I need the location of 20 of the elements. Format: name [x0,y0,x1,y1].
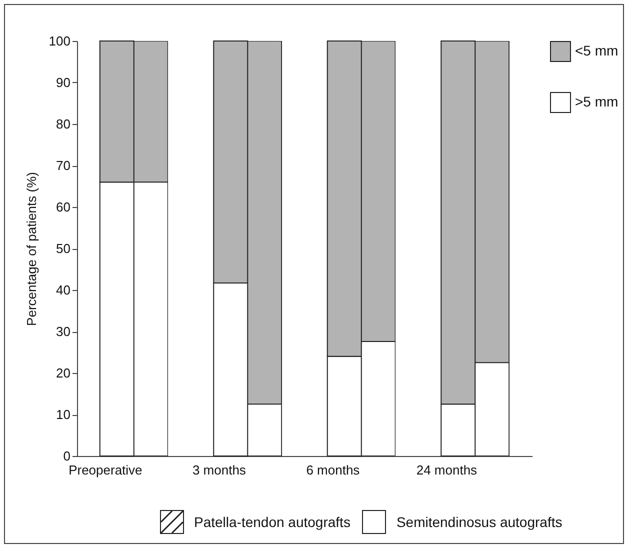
y-tick-label: 20 [56,366,70,380]
y-axis-title: Percentage of patients (%) [24,172,39,326]
y-tick-label: 80 [56,116,70,132]
y-tick-label: 50 [56,241,70,256]
legend-label: <5 mm [575,42,618,58]
y-tick-label: 60 [56,200,70,214]
x-tick-label: 3 months [192,462,246,478]
y-tick-label: 0 [63,448,70,464]
text: Semitendinosus autografts [396,514,562,530]
x-tick-label: 6 months [306,462,360,478]
y-tick-label: 90 [56,75,70,90]
legend-label: >5 mm [575,94,618,110]
y-tick-label: 10 [56,407,70,422]
x-tick-label: 24 months [416,462,478,478]
y-tick-label: 40 [56,282,70,298]
text: Patella-tendon autografts [194,514,350,530]
x-tick-label: Preoperative [68,462,142,478]
y-tick-label: 30 [56,324,70,339]
y-tick-label: 70 [56,158,70,173]
y-tick-label: 100 [48,34,70,48]
